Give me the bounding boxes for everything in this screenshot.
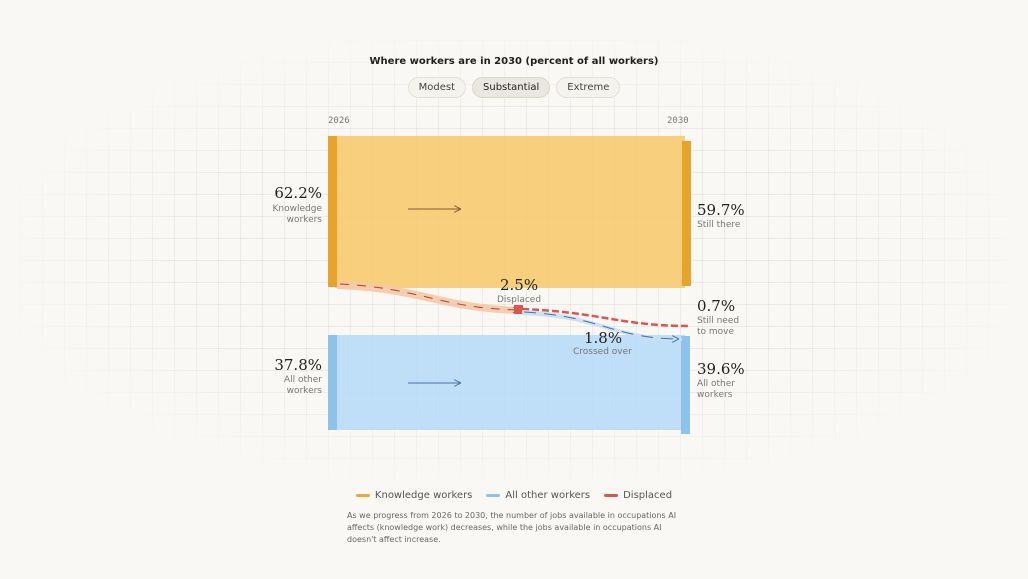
other-workers-band bbox=[335, 335, 685, 430]
other-workers-2026-bar bbox=[328, 335, 337, 430]
still-need-to-move-label: Still need to move bbox=[697, 316, 740, 337]
other-workers-2030-label: All other workers bbox=[697, 379, 735, 400]
other-workers-2026-value: 37.8% bbox=[274, 356, 322, 374]
displaced-swatch bbox=[604, 494, 619, 497]
scenario-modest-button[interactable]: Modest bbox=[407, 77, 467, 98]
scenario-substantial-button[interactable]: Substantial bbox=[472, 77, 551, 98]
knowledge-workers-2026-value: 62.2% bbox=[274, 184, 322, 202]
other-workers-2026-label: All other workers bbox=[284, 375, 322, 396]
legend-item-displaced: Displaced bbox=[604, 490, 672, 501]
knowledge-workers-band-shade bbox=[335, 136, 685, 288]
chart-title: Where workers are in 2030 (percent of al… bbox=[369, 56, 659, 67]
displaced-flow-line bbox=[339, 283, 518, 310]
knowledge-workers-2030-bar bbox=[682, 141, 691, 286]
legend: Knowledge workers All other workers Disp… bbox=[0, 490, 1028, 501]
displaced-marker bbox=[514, 305, 523, 314]
chart-footnote: As we progress from 2026 to 2030, the nu… bbox=[347, 511, 677, 544]
crossed-over-value: 1.8% bbox=[584, 329, 623, 347]
still-there-label: Still there bbox=[697, 220, 741, 230]
displaced-value: 2.5% bbox=[500, 276, 539, 294]
legend-item-knowledge-workers: Knowledge workers bbox=[355, 490, 472, 501]
other-workers-swatch bbox=[486, 494, 501, 497]
legend-item-other-workers: All other workers bbox=[486, 490, 590, 501]
crossed-over-flow-band bbox=[522, 310, 682, 341]
year-label-2026: 2026 bbox=[328, 116, 350, 126]
still-there-value: 59.7% bbox=[697, 201, 745, 219]
knowledge-workers-band bbox=[335, 136, 685, 288]
still-need-to-move-line bbox=[521, 307, 691, 328]
scenario-selector: Modest Substantial Extreme bbox=[0, 77, 1028, 98]
knowledge-workers-2026-bar bbox=[328, 136, 337, 287]
other-workers-2030-value: 39.6% bbox=[697, 360, 745, 378]
crossed-over-flow-line bbox=[523, 311, 678, 339]
crossed-over-label: Crossed over bbox=[573, 347, 632, 357]
displaced-label: Displaced bbox=[497, 295, 542, 305]
scenario-extreme-button[interactable]: Extreme bbox=[556, 77, 621, 98]
knowledge-workers-swatch bbox=[355, 494, 370, 497]
other-workers-2030-bar bbox=[681, 336, 690, 434]
still-need-to-move-value: 0.7% bbox=[697, 297, 736, 315]
year-label-2030: 2030 bbox=[667, 116, 689, 126]
knowledge-workers-2026-label: Knowledge workers bbox=[272, 204, 322, 225]
